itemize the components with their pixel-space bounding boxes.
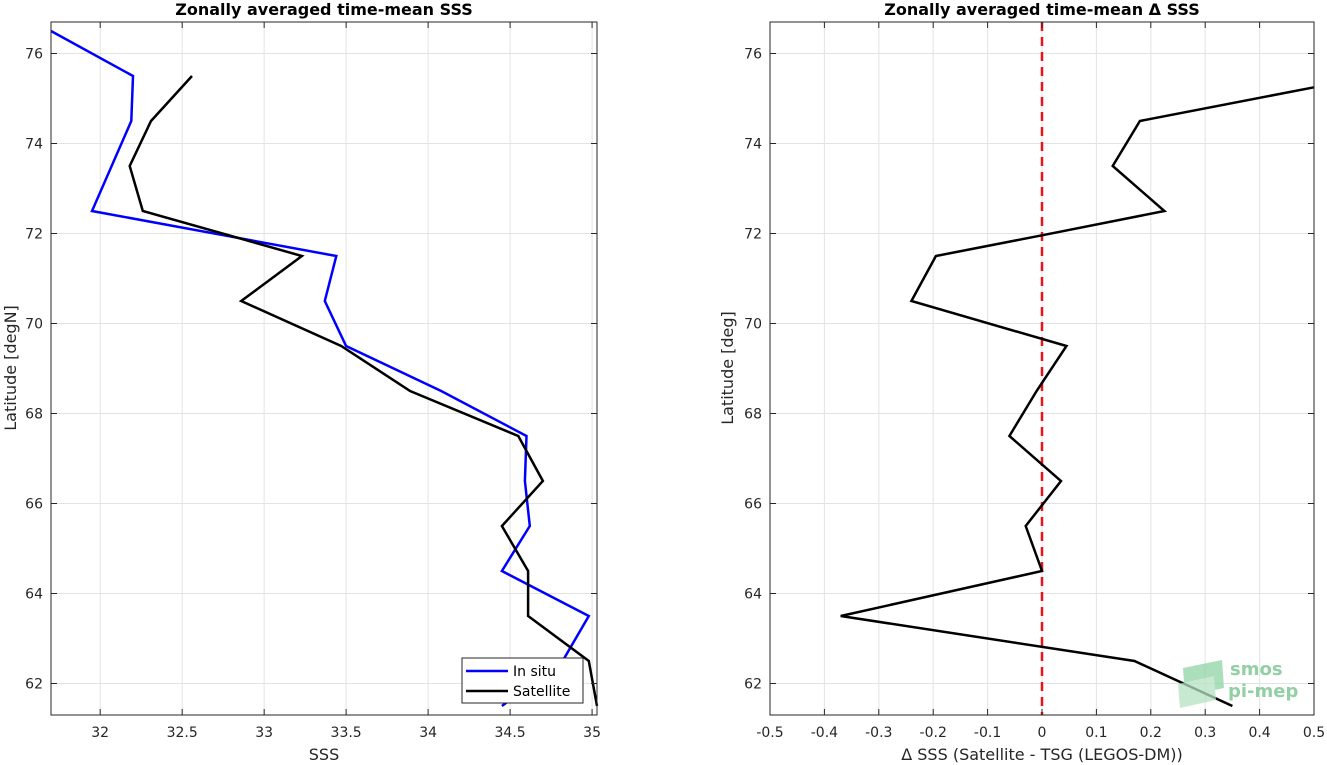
chart-sss: 32 32.5 33 33.5 34 34.5 35 62 64 66 68 70 72 74 76 Zon…	[1, 0, 601, 764]
x-tick-label: 0.5	[1303, 725, 1325, 741]
x-tick-label: 33	[255, 725, 273, 741]
x-tick-label: -0.4	[811, 725, 838, 741]
chart-delta-sss: -0.5 -0.4 -0.3 -0.2 -0.1 0 0.1 0.2 0.3 0.4 0.5 62 64…	[718, 0, 1325, 764]
x-tick-label: 0	[1038, 725, 1047, 741]
x-axis-label-sss: SSS	[309, 745, 339, 764]
plot-area-sss	[51, 22, 597, 715]
y-tick-label: 62	[25, 677, 43, 693]
y-tick-label: 64	[25, 587, 43, 603]
x-tick-label: 32	[91, 725, 109, 741]
series-line-satellite	[128, 75, 599, 707]
x-tick-label: 34.5	[495, 725, 526, 741]
y-tick-label: 76	[25, 47, 43, 63]
chart-title-sss: Zonally averaged time-mean SSS	[175, 0, 473, 19]
x-tick-label: 0.4	[1248, 725, 1270, 741]
grid-sss	[51, 22, 597, 715]
y-tick-label: 74	[25, 137, 43, 153]
x-tick-label: 32.5	[167, 725, 198, 741]
x-tick-label: 0.2	[1140, 725, 1162, 741]
y-tick-label: 74	[744, 137, 762, 153]
y-tick-label: 70	[25, 317, 43, 333]
y-tick-label: 72	[744, 227, 762, 243]
ticks-delta-sss: -0.5 -0.4 -0.3 -0.2 -0.1 0 0.1 0.2 0.3 0.4 0.5 62 64…	[744, 22, 1325, 741]
legend-label-in-situ: In situ	[513, 664, 556, 680]
x-tick-label: 0.1	[1085, 725, 1107, 741]
y-tick-label: 68	[744, 407, 762, 423]
y-tick-label: 66	[25, 497, 43, 513]
y-tick-label: 66	[744, 497, 762, 513]
y-tick-label: 62	[744, 677, 762, 693]
x-tick-label: 33.5	[331, 725, 362, 741]
legend-label-satellite: Satellite	[513, 684, 570, 700]
logo-text-line2: pi-mep	[1228, 681, 1298, 702]
series-line-in-situ	[50, 29, 591, 708]
y-tick-label: 76	[744, 47, 762, 63]
x-tick-label: -0.5	[756, 725, 783, 741]
x-tick-label: 0.3	[1194, 725, 1216, 741]
ticks-sss: 32 32.5 33 33.5 34 34.5 35 62 64 66 68 70 72 74 76	[25, 22, 601, 741]
x-tick-label: 35	[583, 725, 601, 741]
x-axis-label-delta-sss: Δ SSS (Satellite - TSG (LEGOS-DM))	[901, 745, 1183, 764]
y-tick-label: 68	[25, 407, 43, 423]
axes-frame-sss	[50, 21, 598, 716]
series-layer-sss	[50, 29, 599, 708]
x-tick-label: -0.3	[865, 725, 892, 741]
chart-title-delta-sss: Zonally averaged time-mean Δ SSS	[884, 0, 1200, 19]
y-axis-label-delta-sss: Latitude [deg]	[718, 311, 737, 425]
logo-mark-shadow	[1178, 676, 1216, 708]
y-axis-label-sss: Latitude [degN]	[1, 305, 20, 431]
y-tick-label: 70	[744, 317, 762, 333]
legend: In situ Satellite	[461, 657, 584, 704]
smos-pi-mep-logo: smos pi-mep	[1178, 659, 1298, 708]
x-tick-label: -0.2	[920, 725, 947, 741]
logo-text-line1: smos	[1230, 659, 1283, 680]
y-tick-label: 64	[744, 587, 762, 603]
series-layer-delta-sss	[840, 86, 1315, 708]
x-tick-label: 34	[419, 725, 437, 741]
legend-box	[461, 657, 584, 704]
series-line-delta-sss	[840, 86, 1315, 708]
y-tick-label: 72	[25, 227, 43, 243]
x-tick-label: -0.1	[974, 725, 1001, 741]
